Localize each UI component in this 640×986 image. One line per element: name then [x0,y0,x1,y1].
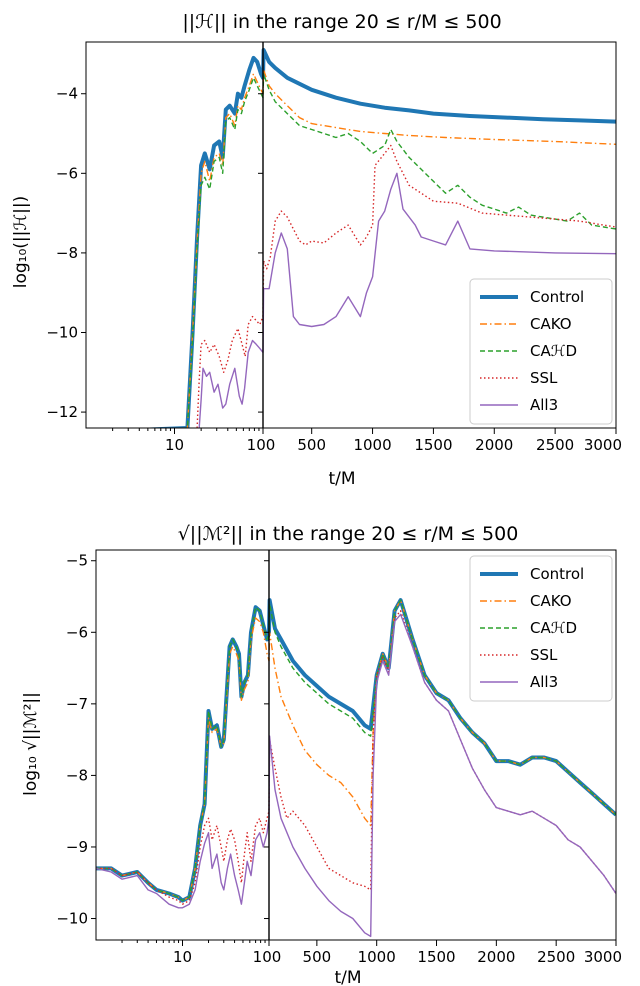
x-axis-label-momentum: t/M [334,968,361,986]
x-tick-label: 500 [303,948,332,966]
series-line-control [136,48,616,428]
series-line-cako [96,599,616,902]
y-tick-label: −9 [66,838,88,856]
legend-label: CAℋD [530,342,577,360]
series-line-cad [96,599,616,902]
y-tick-label: −8 [56,244,78,262]
y-axis-label-hamiltonian: log₁₀(||ℋ||) [11,196,31,289]
y-axis-label-momentum: log₁₀ √||ℳ²|| [21,692,41,796]
x-axis-label-hamiltonian: t/M [328,469,355,489]
legend-label: Control [530,565,584,583]
panel-hamiltonian: ||ℋ|| in the range 20 ≤ r/M ≤ 500 log₁₀(… [11,11,622,489]
x-tick-label: 2500 [537,948,575,966]
y-tick-label: −10 [56,910,88,928]
x-tick-label: 1500 [414,436,452,454]
y-tick-label: −4 [56,85,78,103]
legend-label: CAℋD [530,619,577,637]
y-tick-label: −6 [56,164,78,182]
y-tick-label: −8 [66,766,88,784]
x-tick-label: 1500 [417,948,455,966]
x-tick-label: 3000 [584,948,622,966]
legend-label: CAKO [530,315,572,333]
series-line-cad [169,73,616,428]
x-tick-label: 100 [247,436,276,454]
legend-momentum: Control CAKO CAℋD SSL All3 [469,555,613,702]
panel-title-momentum: √||ℳ²|| in the range 20 ≤ r/M ≤ 500 [178,523,519,545]
x-tick-label: 1000 [358,948,396,966]
x-tick-label: 2000 [475,436,513,454]
series-line-ssl [96,610,616,905]
x-tick-label: 3000 [584,436,622,454]
plot-area-momentum: −5 −6 −7 −8 −9 −10 10 100 500 1000 1500 2000 2500 300… [56,549,622,966]
legend-label: SSL [530,369,558,387]
panel-title-hamiltonian: ||ℋ|| in the range 20 ≤ r/M ≤ 500 [182,11,501,33]
series-line-all3 [96,613,616,938]
y-tick-label: −10 [46,323,78,341]
x-tick-label: 2500 [536,436,574,454]
y-tick-label: −6 [66,623,88,641]
y-tick-label: −12 [46,403,78,421]
x-tick-label: 10 [173,948,192,966]
legend-box [469,555,613,702]
series-line-all3 [198,172,616,428]
legend-hamiltonian: Control CAKO CAℋD SSL All3 [469,278,613,425]
series-line-cako [169,69,616,428]
legend-box [469,278,613,425]
plot-area-hamiltonian: −4 −6 −8 −10 −12 10 100 500 1000 1500 2000 2500 3000 [46,41,622,454]
x-tick-label: 1000 [353,436,391,454]
legend-label: All3 [530,396,558,414]
x-tick-label: 500 [297,436,326,454]
legend-label: All3 [530,673,558,691]
x-tick-label: 10 [165,436,184,454]
x-tick-label: 2000 [477,948,515,966]
x-tick-label: 100 [253,948,282,966]
panel-momentum: √||ℳ²|| in the range 20 ≤ r/M ≤ 500 log₁… [21,523,622,986]
legend-label: Control [530,288,584,306]
axes-frame [85,41,617,429]
y-tick-label: −7 [66,695,88,713]
axes-frame [95,549,617,941]
legend-label: CAKO [530,592,572,610]
y-tick-label: −5 [66,552,88,570]
legend-label: SSL [530,646,558,664]
